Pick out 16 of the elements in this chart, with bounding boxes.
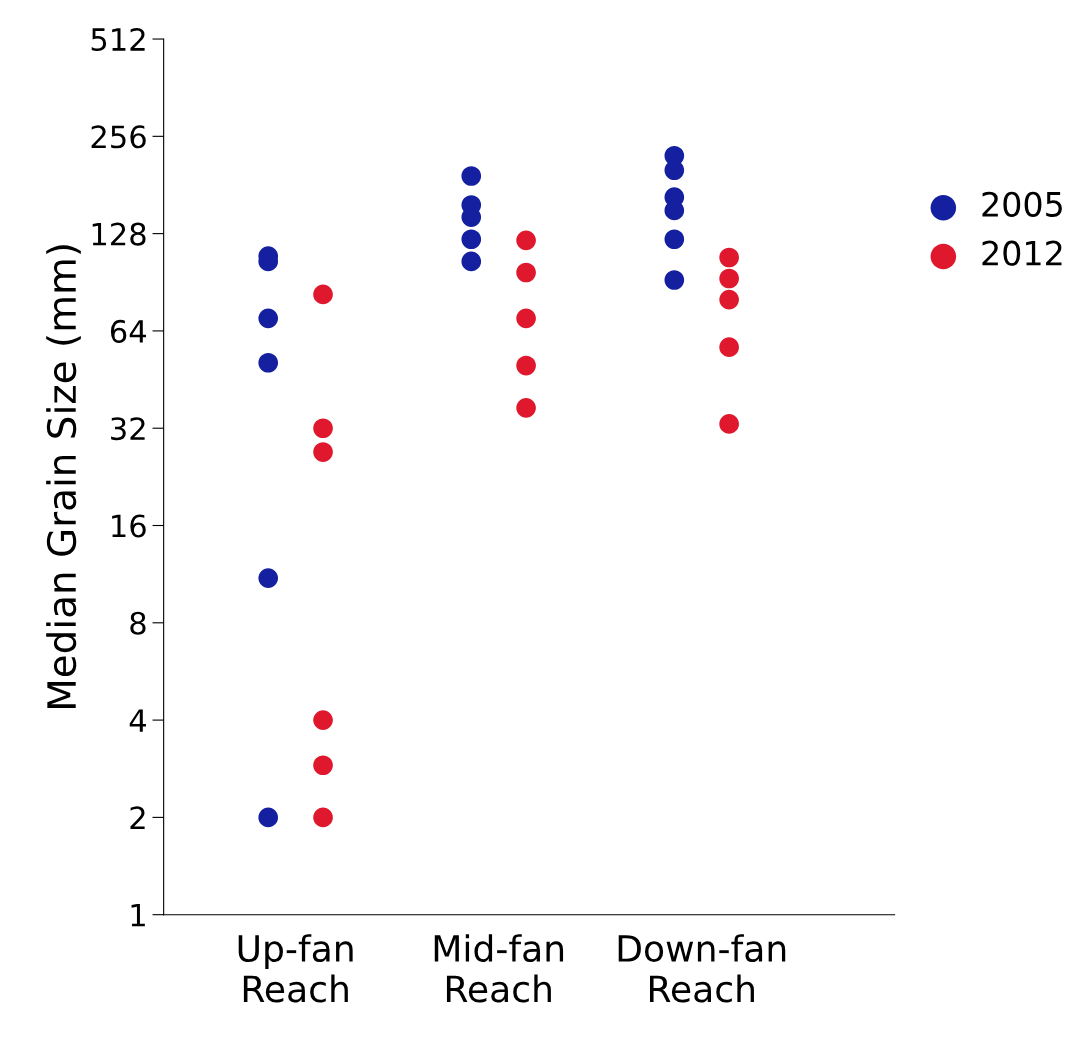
y-tick-label: 512 xyxy=(91,27,145,52)
y-tick-label: 16 xyxy=(112,514,146,538)
legend-label: 2005 xyxy=(982,191,1062,217)
legend-label: 2012 xyxy=(982,240,1062,266)
y-tick-label: 128 xyxy=(92,222,146,246)
y-tick-label: 4 xyxy=(129,709,146,732)
x-tick-label: Up-fan Reach xyxy=(238,934,353,1003)
y-tick-label: 256 xyxy=(91,125,146,149)
y-tick-label: 64 xyxy=(110,319,146,343)
y-tick-label: 8 xyxy=(130,611,146,635)
y-tick-label: 1 xyxy=(131,904,145,927)
y-tick-label: 32 xyxy=(111,417,145,441)
y-tick-label: 2 xyxy=(130,806,145,829)
x-tick-label: Mid-fan Reach xyxy=(434,934,564,1003)
y-axis-title: Median Grain Size (mm) xyxy=(46,245,81,708)
x-tick-label: Down-fan Reach xyxy=(618,934,786,1003)
